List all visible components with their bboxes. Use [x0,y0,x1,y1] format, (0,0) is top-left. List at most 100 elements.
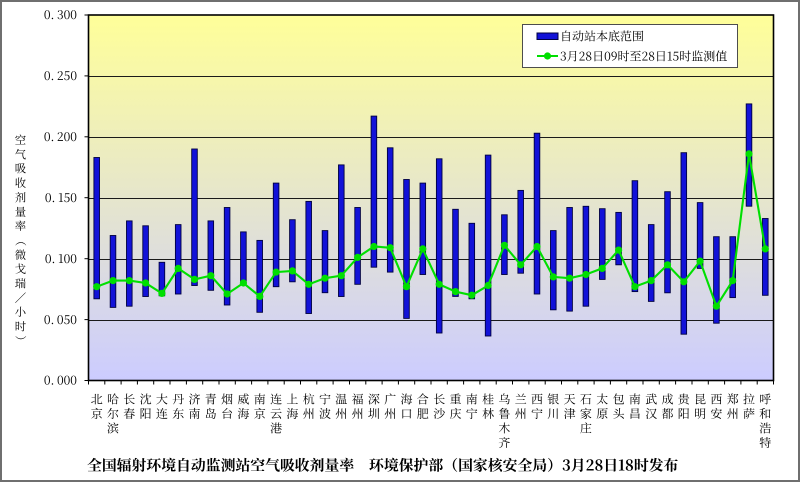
svg-text:特: 特 [759,434,771,451]
svg-text:太: 太 [596,391,608,408]
svg-text:3月28日09时至28日15时监测值: 3月28日09时至28日15时监测值 [560,48,727,65]
svg-text:0.200: 0. 200 [44,128,77,145]
svg-text:阳: 阳 [140,405,152,422]
svg-text:青: 青 [205,391,217,408]
svg-text:西: 西 [710,391,722,408]
svg-text:（: （ [13,235,29,246]
svg-text:庄: 庄 [580,420,592,437]
svg-text:昌: 昌 [629,405,641,422]
svg-text:波: 波 [319,405,331,422]
svg-text:长: 长 [123,391,135,408]
svg-text:戈: 戈 [15,261,26,277]
svg-text:头: 头 [613,405,626,422]
svg-text:州: 州 [515,405,527,422]
svg-text:海: 海 [237,405,249,422]
svg-text:自动站本底范围: 自动站本底范围 [560,28,644,45]
svg-text:明: 明 [694,405,706,422]
svg-text:岛: 岛 [205,405,217,422]
svg-text:银: 银 [547,391,559,408]
svg-text:0.300: 0. 300 [44,6,77,23]
svg-text:吸: 吸 [15,161,27,177]
svg-text:州: 州 [727,405,739,422]
svg-text:和: 和 [759,405,771,422]
svg-text:呼: 呼 [759,391,771,408]
svg-text:武: 武 [645,391,657,408]
svg-text:海: 海 [400,391,412,408]
svg-text:浩: 浩 [759,420,771,437]
svg-text:都: 都 [661,405,673,422]
svg-text:／: ／ [15,290,26,306]
svg-text:汉: 汉 [645,405,657,422]
svg-text:南: 南 [188,405,200,422]
svg-text:杭: 杭 [303,391,315,408]
svg-text:拉: 拉 [743,391,755,408]
svg-text:林: 林 [482,405,494,422]
svg-text:广: 广 [384,391,396,408]
svg-text:萨: 萨 [743,405,755,422]
svg-text:长: 长 [433,391,445,408]
svg-text:沙: 沙 [433,405,446,422]
svg-text:乌: 乌 [498,391,510,408]
svg-text:0.000: 0. 000 [44,372,77,389]
svg-text:包: 包 [613,391,625,408]
svg-text:丹: 丹 [172,391,184,408]
svg-text:郑: 郑 [727,391,739,408]
svg-text:西: 西 [531,391,543,408]
svg-text:京: 京 [91,405,103,422]
svg-text:微: 微 [15,247,26,263]
svg-text:海: 海 [286,405,298,422]
svg-text:威: 威 [237,391,249,408]
svg-text:圳: 圳 [368,405,380,422]
svg-text:州: 州 [352,405,364,422]
svg-text:津: 津 [564,405,576,422]
svg-text:原: 原 [596,405,608,422]
svg-text:温: 温 [335,391,347,408]
svg-text:济: 济 [188,391,200,408]
svg-text:天: 天 [564,391,576,408]
svg-text:齐: 齐 [498,434,510,451]
svg-text:成: 成 [661,391,673,408]
svg-text:宁: 宁 [466,405,478,422]
svg-text:合: 合 [417,391,429,408]
svg-text:瑞: 瑞 [15,276,26,292]
svg-text:东: 东 [172,405,184,422]
svg-text:贵: 贵 [678,391,691,408]
svg-text:0.150: 0. 150 [45,189,77,206]
svg-text:连: 连 [156,405,168,422]
svg-text:安: 安 [710,405,722,422]
svg-text:鲁: 鲁 [498,405,510,422]
svg-text:北: 北 [91,391,103,408]
svg-text:南: 南 [254,391,266,408]
svg-text:深: 深 [368,391,380,408]
svg-text:）: ） [13,335,29,346]
svg-text:昆: 昆 [694,391,706,408]
svg-text:沈: 沈 [140,391,152,408]
svg-text:兰: 兰 [515,391,527,408]
svg-text:桂: 桂 [482,391,494,408]
svg-text:南: 南 [629,391,641,408]
svg-text:剂: 剂 [15,189,26,205]
svg-text:木: 木 [498,420,510,437]
svg-text:南: 南 [466,391,478,408]
svg-text:春: 春 [123,405,135,422]
svg-text:尔: 尔 [107,405,119,422]
svg-text:云: 云 [270,405,282,422]
svg-text:烟: 烟 [221,391,233,408]
svg-text:福: 福 [352,391,364,408]
svg-text:口: 口 [400,405,412,422]
svg-text:宁: 宁 [319,391,331,408]
svg-text:0.100: 0. 100 [45,250,77,267]
svg-text:港: 港 [270,420,282,437]
svg-text:时: 时 [15,319,27,335]
svg-text:肥: 肥 [417,405,429,422]
svg-text:0.050: 0. 050 [44,311,77,328]
svg-text:连: 连 [270,391,282,408]
svg-text:全国辐射环境自动监测站空气吸收剂量率 环境保护部（国家核安全: 全国辐射环境自动监测站空气吸收剂量率 环境保护部（国家核安全局）3月28日18时… [87,455,679,476]
svg-text:州: 州 [384,405,396,422]
svg-text:京: 京 [254,405,266,422]
svg-text:石: 石 [580,391,592,408]
svg-text:宁: 宁 [531,405,543,422]
svg-text:大: 大 [156,391,168,408]
svg-text:州: 州 [303,405,315,422]
svg-text:小: 小 [15,304,27,320]
